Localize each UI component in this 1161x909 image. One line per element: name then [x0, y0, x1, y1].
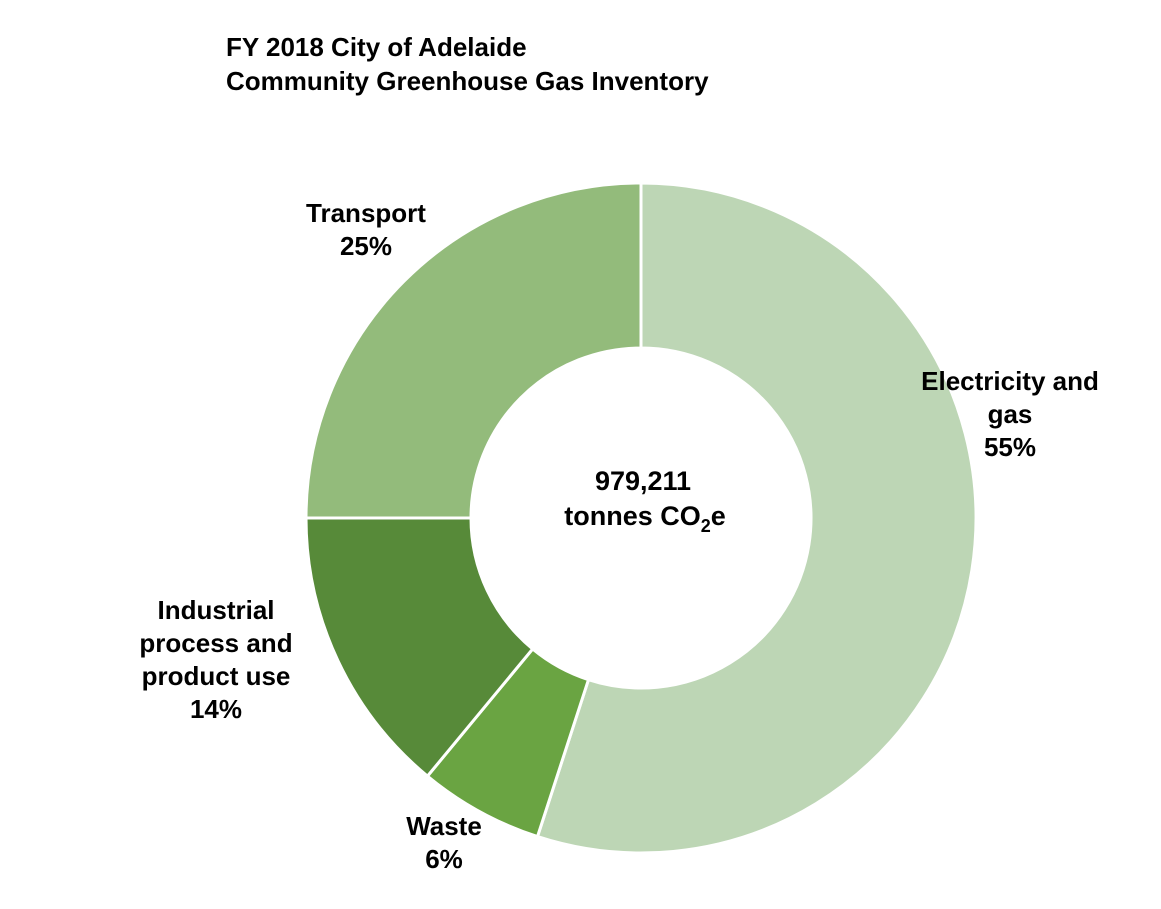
slice-name-label-industrial-process-and-product-use: product use [142, 661, 291, 691]
slice-electricity-and-gas [535, 181, 978, 855]
slice-name-label-industrial-process-and-product-use: process and [139, 628, 292, 658]
center-unit-prefix: tonnes CO [564, 501, 701, 531]
slice-value-label-electricity-and-gas: 55% [984, 432, 1036, 462]
center-unit-suffix: e [711, 501, 726, 531]
slice-transport [304, 181, 643, 520]
slice-name-label-waste: Waste [406, 811, 482, 841]
slice-name-label-electricity-and-gas: gas [988, 399, 1033, 429]
slice-value-label-industrial-process-and-product-use: 14% [190, 694, 242, 724]
chart-title-line-1: FY 2018 City of Adelaide [226, 32, 527, 62]
slice-name-label-industrial-process-and-product-use: Industrial [157, 595, 274, 625]
chart-title-line-2: Community Greenhouse Gas Inventory [226, 66, 709, 96]
slice-labels: Electricity andgas55%Waste6%Industrialpr… [139, 198, 1098, 874]
slice-industrial-process-and-product-use [304, 516, 535, 779]
slice-name-label-transport: Transport [306, 198, 426, 228]
slice-name-label-electricity-and-gas: Electricity and [921, 366, 1099, 396]
slice-value-label-waste: 6% [425, 844, 463, 874]
center-unit-subscript: 2 [701, 516, 711, 536]
donut-slices [304, 181, 978, 855]
center-total-value: 979,211 [595, 466, 691, 496]
slice-value-label-transport: 25% [340, 231, 392, 261]
center-unit-label: tonnes CO2e [564, 501, 726, 536]
